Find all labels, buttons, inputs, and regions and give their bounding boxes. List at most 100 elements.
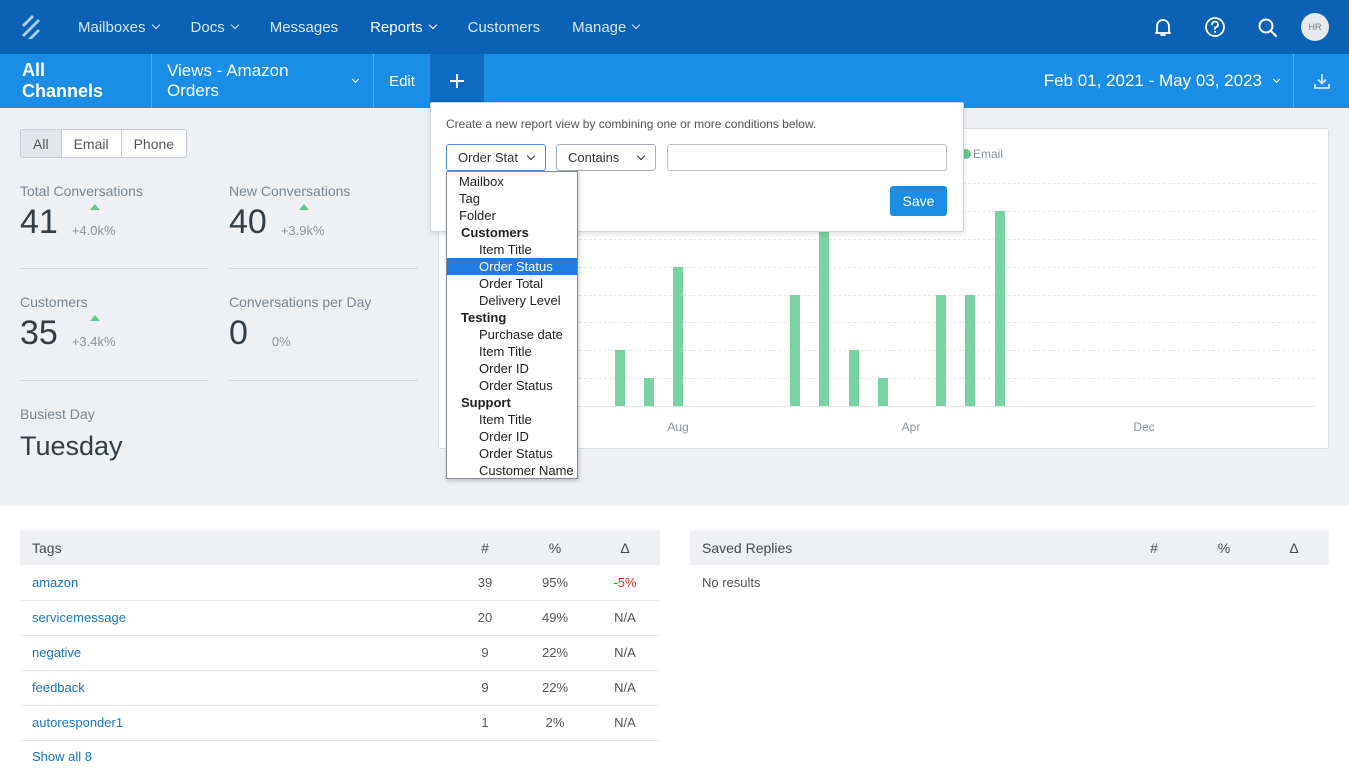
tag-link[interactable]: amazon bbox=[20, 565, 450, 601]
filter-all[interactable]: All bbox=[21, 130, 62, 157]
dropdown-option-item-title[interactable]: Item Title bbox=[479, 344, 532, 359]
trend-up-icon bbox=[89, 315, 100, 321]
nav-item-mailboxes[interactable]: Mailboxes bbox=[62, 0, 175, 54]
table-row: servicemessage 20 49% N/A bbox=[20, 600, 660, 636]
table-header: Saved Replies # % Δ bbox=[690, 530, 1329, 565]
stat-label: Total Conversations bbox=[20, 183, 143, 199]
tag-count: 9 bbox=[450, 635, 520, 671]
stat-label: New Conversations bbox=[229, 183, 351, 199]
dropdown-option-folder[interactable]: Folder bbox=[459, 208, 496, 223]
nav-item-customers[interactable]: Customers bbox=[452, 0, 557, 54]
filter-email[interactable]: Email bbox=[62, 130, 122, 157]
tag-link[interactable]: negative bbox=[20, 635, 450, 671]
search-icon[interactable] bbox=[1241, 0, 1293, 54]
field-select[interactable]: Order Stat bbox=[446, 144, 546, 171]
nav-item-label: Reports bbox=[370, 18, 423, 36]
tag-link[interactable]: autoresponder1 bbox=[20, 705, 450, 741]
help-icon[interactable] bbox=[1189, 0, 1241, 54]
edit-view-button[interactable]: Edit bbox=[389, 72, 415, 90]
tag-delta: -5% bbox=[590, 565, 660, 601]
dropdown-option-customer-name[interactable]: Customer Name bbox=[479, 463, 574, 478]
dropdown-option-purchase-date[interactable]: Purchase date bbox=[479, 327, 563, 342]
bell-icon[interactable] bbox=[1137, 0, 1189, 54]
tag-delta: N/A bbox=[590, 600, 660, 636]
nav-item-reports[interactable]: Reports bbox=[354, 0, 452, 54]
show-all-tags-link[interactable]: Show all 8 bbox=[32, 749, 92, 764]
chart-bar[interactable] bbox=[994, 210, 1005, 406]
col-delta: Δ bbox=[590, 530, 660, 565]
tag-link[interactable]: servicemessage bbox=[20, 600, 450, 636]
stat-total-conversations: Total Conversations 41 +4.0k% bbox=[20, 183, 208, 240]
dropdown-option-delivery-level[interactable]: Delivery Level bbox=[479, 293, 561, 308]
download-button[interactable] bbox=[1293, 54, 1349, 108]
grid-line bbox=[549, 322, 1315, 324]
dropdown-option-order-status[interactable]: Order Status bbox=[447, 258, 577, 275]
operator-select[interactable]: Contains bbox=[556, 144, 656, 171]
divider bbox=[20, 380, 209, 381]
dropdown-option-order-total[interactable]: Order Total bbox=[479, 276, 544, 291]
chart-bar[interactable] bbox=[877, 378, 888, 406]
add-view-button[interactable] bbox=[430, 54, 484, 108]
tag-link[interactable]: feedback bbox=[20, 670, 450, 706]
field-select-value: Order Stat bbox=[458, 150, 518, 165]
nav-item-label: Messages bbox=[269, 18, 339, 36]
top-nav: Mailboxes Docs Messages Reports Customers Man… bbox=[0, 0, 1349, 54]
divider bbox=[229, 268, 418, 269]
dropdown-option-order-status[interactable]: Order Status bbox=[479, 378, 553, 393]
chart-bar[interactable] bbox=[615, 350, 625, 406]
tag-delta: N/A bbox=[590, 705, 660, 741]
chart-bar[interactable] bbox=[644, 378, 655, 406]
chart-bar[interactable] bbox=[848, 350, 859, 406]
divider bbox=[229, 380, 418, 381]
condition-value-input[interactable] bbox=[667, 144, 947, 171]
chart-bar[interactable] bbox=[673, 266, 684, 406]
x-tick-label: Aug bbox=[667, 420, 689, 434]
table-row: amazon 39 95% -5% bbox=[20, 565, 660, 601]
chevron-down-icon bbox=[351, 75, 360, 83]
chevron-down-icon bbox=[526, 151, 536, 161]
dropdown-option-item-title[interactable]: Item Title bbox=[479, 412, 532, 427]
col-percent: % bbox=[1189, 530, 1259, 565]
table-header: Tags # % Δ bbox=[20, 530, 660, 565]
dropdown-option-order-id[interactable]: Order ID bbox=[479, 361, 529, 376]
chevron-down-icon bbox=[428, 20, 437, 30]
views-dropdown[interactable]: Views - Amazon Orders bbox=[152, 54, 374, 108]
trend-up-icon bbox=[89, 204, 100, 210]
grid-line bbox=[549, 378, 1315, 380]
dropdown-option-tag[interactable]: Tag bbox=[459, 191, 480, 206]
saved-replies-table: Saved Replies # % Δ No results bbox=[690, 530, 1329, 600]
chart-bar[interactable] bbox=[965, 294, 976, 406]
user-avatar[interactable]: HR bbox=[1301, 13, 1329, 41]
trend-up-icon bbox=[298, 204, 309, 210]
chart-bar[interactable] bbox=[790, 294, 801, 406]
nav-item-messages[interactable]: Messages bbox=[254, 0, 354, 54]
stat-label: Conversations per Day bbox=[229, 294, 372, 310]
channel-title: All Channels bbox=[0, 54, 152, 108]
dropdown-option-order-id[interactable]: Order ID bbox=[479, 429, 529, 444]
stat-conversations-per-day: Conversations per Day 0 0% bbox=[229, 294, 417, 351]
dropdown-option-item-title[interactable]: Item Title bbox=[479, 242, 532, 257]
chart-bar[interactable] bbox=[819, 210, 830, 406]
dropdown-option-order-status[interactable]: Order Status bbox=[479, 446, 553, 461]
save-button[interactable]: Save bbox=[890, 186, 947, 216]
helpscout-logo[interactable] bbox=[0, 0, 62, 54]
date-range-picker[interactable]: Feb 01, 2021 - May 03, 2023 bbox=[1044, 54, 1281, 108]
filter-phone[interactable]: Phone bbox=[133, 135, 175, 152]
empty-message: No results bbox=[702, 575, 761, 590]
table-row: No results bbox=[690, 565, 1329, 600]
stat-label: Customers bbox=[20, 294, 88, 310]
nav-item-label: Manage bbox=[572, 18, 627, 36]
grid-line bbox=[549, 266, 1315, 268]
stat-change: +3.9k% bbox=[281, 204, 325, 238]
dropdown-group-customers: Customers bbox=[461, 225, 529, 240]
stat-change: +3.4k% bbox=[72, 315, 116, 349]
stat-new-conversations: New Conversations 40 +3.9k% bbox=[229, 183, 417, 240]
chart-bar[interactable] bbox=[936, 294, 947, 406]
col-tags: Tags bbox=[20, 530, 450, 565]
chart-legend[interactable]: Email bbox=[961, 147, 1003, 161]
nav-item-manage[interactable]: Manage bbox=[556, 0, 655, 54]
nav-item-docs[interactable]: Docs bbox=[175, 0, 254, 54]
grid-line bbox=[549, 294, 1315, 296]
tag-percent: 49% bbox=[520, 600, 590, 636]
dropdown-option-mailbox[interactable]: Mailbox bbox=[459, 174, 504, 189]
